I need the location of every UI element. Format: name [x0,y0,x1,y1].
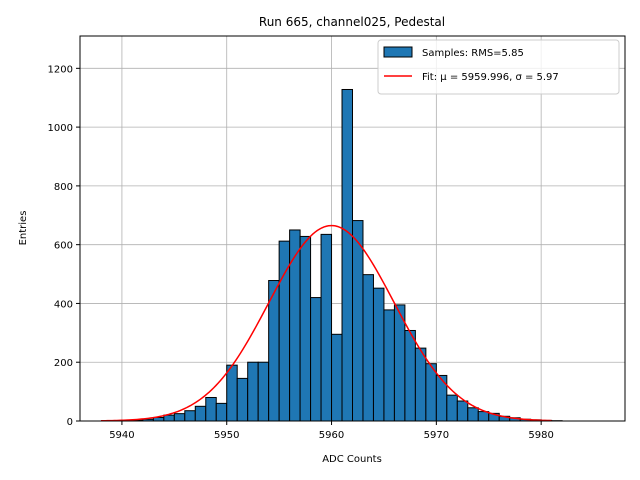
histogram-bar [341,88,353,422]
histogram-bar [299,235,312,422]
x-tick-label: 5950 [214,430,239,441]
histogram-bar [414,347,427,422]
histogram-bar [310,297,322,422]
histogram-bar [184,410,196,422]
y-tick-label: 600 [54,241,73,252]
histogram-bar [226,364,238,422]
histogram-bar [362,274,374,422]
histogram-bar [446,394,458,422]
histogram-bar [215,402,228,422]
legend-box [377,39,620,95]
x-tick-label: 5940 [109,430,134,441]
x-tick-label: 5970 [424,430,449,441]
histogram-bar [205,396,217,422]
histogram-bar [320,233,333,422]
chart-title: Run 665, channel025, Pedestal [259,15,445,29]
x-axis-ticks: 5940 5950 5960 5970 5980 [109,421,554,441]
histogram-bar [257,361,270,422]
histogram-bar [173,413,186,422]
histogram-bar [456,400,469,422]
y-tick-label: 1200 [48,64,73,75]
y-axis-ticks: 0 200 400 600 800 1000 1200 [48,64,80,428]
histogram-bar [404,329,416,422]
legend-fit-label: Fit: μ = 5959.996, σ = 5.97 [422,72,559,83]
histogram-bar [477,411,490,422]
histogram-bar [289,229,301,422]
legend: Samples: RMS=5.85 Fit: μ = 5959.996, σ =… [377,39,620,95]
plot-frame [79,35,626,422]
y-tick-label: 1000 [48,123,73,134]
y-tick-label: 0 [67,417,73,428]
histogram-bar [383,309,395,422]
y-tick-label: 400 [54,299,73,310]
x-axis-label: ADC Counts [322,454,382,465]
x-tick-label: 5960 [319,430,344,441]
histogram-bar [425,363,437,422]
histogram-bar [194,405,207,422]
histogram-bar [467,407,479,422]
histogram-bar [352,220,364,422]
y-axis-label: Entries [18,211,29,246]
histogram-bar [236,377,249,422]
histogram-bar [372,287,385,422]
histogram-bar [163,414,175,422]
legend-histogram-swatch [383,46,413,58]
histogram-bars [110,88,563,422]
fit-curve [100,224,552,422]
histogram-bar [435,374,448,422]
y-tick-label: 200 [54,358,73,369]
histogram-bar [247,361,259,422]
histogram-bar [393,304,406,422]
x-tick-label: 5980 [528,430,553,441]
legend-histogram-label: Samples: RMS=5.85 [422,48,524,59]
y-tick-label: 800 [54,182,73,193]
histogram-bar [331,333,343,422]
